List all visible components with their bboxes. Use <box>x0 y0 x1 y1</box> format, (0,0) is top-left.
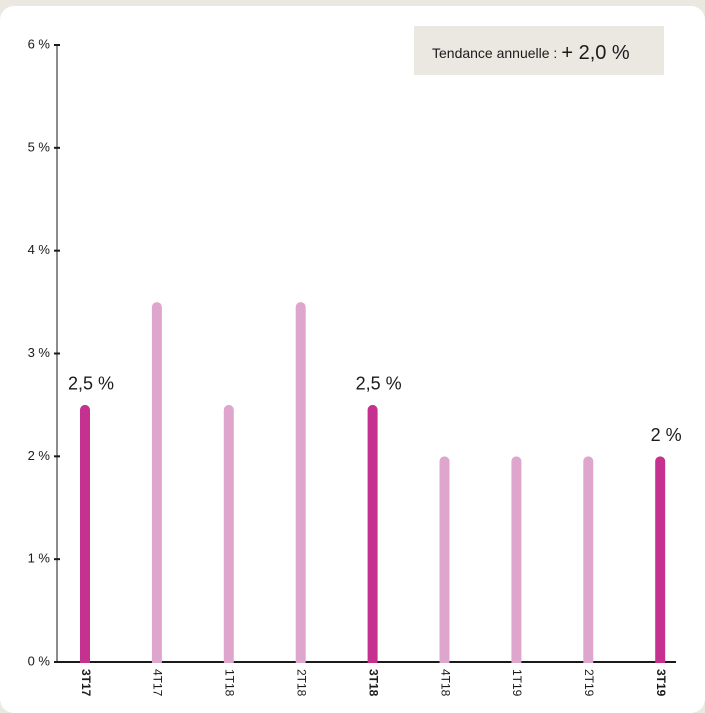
bar <box>511 456 522 667</box>
bar <box>655 456 666 667</box>
y-tick-label: 5 % <box>28 139 51 154</box>
x-tick-label: 3T18 <box>366 669 380 697</box>
annotation-box <box>414 26 664 75</box>
bar <box>151 302 162 667</box>
axis-cover <box>56 663 677 668</box>
bar <box>80 404 90 667</box>
value-label: 2 % <box>651 425 682 445</box>
x-tick-label: 4T18 <box>438 669 452 697</box>
annotation-label-text: Tendance annuelle : <box>432 45 557 61</box>
bar <box>583 456 594 667</box>
bar <box>367 404 378 667</box>
x-tick-label: 4T17 <box>151 669 165 697</box>
y-tick-label: 3 % <box>28 345 51 360</box>
annotation-label: Tendance annuelle : + 2,0 % <box>432 42 630 64</box>
y-tick-label: 0 % <box>28 653 51 668</box>
x-tick-label: 3T17 <box>79 669 93 697</box>
x-tick-label: 2T19 <box>582 669 596 697</box>
panel <box>0 6 705 713</box>
x-tick-label: 3T19 <box>654 669 668 697</box>
y-tick-label: 4 % <box>28 242 51 257</box>
y-tick-label: 1 % <box>28 551 51 566</box>
y-tick-label: 6 % <box>28 36 51 51</box>
x-tick-label: 2T18 <box>295 669 309 697</box>
bar <box>439 456 450 667</box>
bar <box>223 404 234 667</box>
bar <box>295 302 306 667</box>
value-label: 2,5 % <box>356 374 402 394</box>
x-tick-label: 1T18 <box>223 669 237 697</box>
value-label: 2,5 % <box>68 374 114 394</box>
annotation-value: + 2,0 % <box>561 42 630 64</box>
y-tick-label: 2 % <box>28 448 51 463</box>
x-tick-label: 1T19 <box>510 669 524 697</box>
